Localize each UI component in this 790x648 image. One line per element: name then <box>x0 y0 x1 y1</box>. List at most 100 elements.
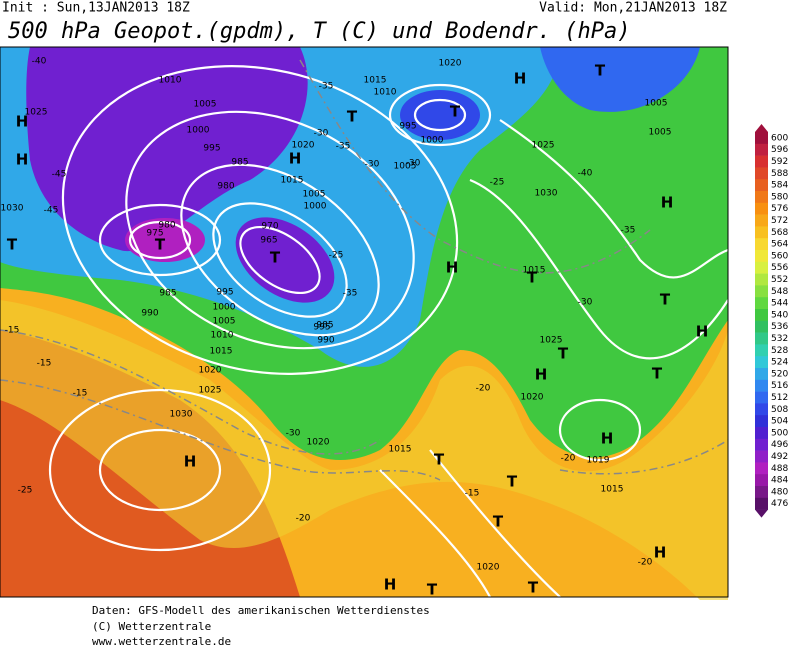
isoline-label: -30 <box>286 429 301 439</box>
isoline-label: -15 <box>465 489 480 499</box>
footer-line: www.wetterzentrale.de <box>92 635 231 648</box>
pressure-center: T <box>434 451 445 469</box>
isoline-label: 1000 <box>213 303 236 313</box>
core <box>400 90 480 140</box>
pressure-center: H <box>661 194 674 212</box>
isoline-label: -20 <box>296 514 311 524</box>
isoline-label: 1020 <box>477 563 500 573</box>
legend-label: 580 <box>771 192 788 202</box>
pressure-center: H <box>184 453 197 471</box>
pressure-center: T <box>527 269 538 287</box>
valid-time: Valid: Mon,21JAN2013 18Z <box>539 1 727 16</box>
isoline-label: 1005 <box>213 317 236 327</box>
isoline-label: 1000 <box>187 126 210 136</box>
isoline-label: -15 <box>5 326 20 336</box>
legend-label: 548 <box>771 287 788 297</box>
legend-swatch <box>755 379 768 392</box>
pressure-center: T <box>558 345 569 363</box>
pressure-center: H <box>514 70 527 88</box>
very-cold-area <box>26 47 308 252</box>
legend-swatch <box>755 415 768 428</box>
legend-label: 560 <box>771 251 788 261</box>
map: 1010100510009959859809759809859909951000… <box>0 46 729 600</box>
isoline-label: 990 <box>317 336 334 346</box>
isoline-label: 1025 <box>540 336 563 346</box>
isoline-label: 1020 <box>521 393 544 403</box>
isoline-label: 995 <box>399 122 416 132</box>
isoline-label: 1015 <box>210 347 233 357</box>
map-frame <box>0 46 729 598</box>
isoline-label: 1020 <box>292 141 315 151</box>
legend-label: 508 <box>771 405 788 415</box>
pressure-center: T <box>493 513 504 531</box>
isoline-label: 1015 <box>281 176 304 186</box>
legend-swatch <box>755 438 768 451</box>
isoline-label: -30 <box>365 160 380 170</box>
footer-line: Daten: GFS-Modell des amerikanischen Wet… <box>92 604 430 617</box>
legend-label: 496 <box>771 440 788 450</box>
legend-label: 540 <box>771 310 788 320</box>
isoline-label: -25 <box>329 251 344 261</box>
legend-label: 476 <box>771 499 788 509</box>
isoline-label: 1025 <box>532 141 555 151</box>
map-title: 500 hPa Geopot.(gpdm), T (C) und Bodendr… <box>8 19 631 44</box>
legend-label: 500 <box>771 428 788 438</box>
legend-swatch <box>755 179 768 192</box>
legend-label: 492 <box>771 452 788 462</box>
isoline-label: -20 <box>476 384 491 394</box>
legend-label: 592 <box>771 157 788 167</box>
isoline-label: 1010 <box>211 331 234 341</box>
legend-swatch <box>755 297 768 310</box>
legend-tip <box>755 509 768 518</box>
isoline-label: -45 <box>52 170 67 180</box>
isoline-label: 1019 <box>587 456 610 466</box>
isoline-label: 1020 <box>307 438 330 448</box>
isoline-label: -15 <box>73 389 88 399</box>
isoline-label: 985 <box>316 321 333 331</box>
isoline-label: 1005 <box>194 100 217 110</box>
legend-swatch <box>755 155 768 168</box>
legend-swatch <box>755 273 768 286</box>
isoline-label: -30 <box>578 298 593 308</box>
isoline-label: -30 <box>314 129 329 139</box>
legend-swatch <box>755 332 768 345</box>
legend-swatch <box>755 238 768 251</box>
legend-label: 504 <box>771 417 788 427</box>
isoline-label: 995 <box>203 144 220 154</box>
pressure-center: T <box>450 103 461 121</box>
isoline-label: 1005 <box>649 128 672 138</box>
pressure-center: H <box>654 544 667 562</box>
legend-swatch <box>755 474 768 487</box>
isoline-label: -30 <box>406 159 421 169</box>
legend-swatch <box>755 143 768 156</box>
isoline-label: 980 <box>217 182 234 192</box>
colder-area-east <box>540 47 700 112</box>
footer-line: (C) Wetterzentrale <box>92 620 211 633</box>
legend-label: 536 <box>771 322 788 332</box>
isoline-label: 1015 <box>389 445 412 455</box>
legend-label: 568 <box>771 228 788 238</box>
legend-swatch <box>755 450 768 463</box>
isoline-label: 995 <box>313 323 330 333</box>
isoline-label: 1005 <box>394 162 417 172</box>
pressure-center: H <box>535 366 548 384</box>
legend-swatch <box>755 356 768 369</box>
legend-label: 588 <box>771 169 788 179</box>
isoline-label: 985 <box>231 158 248 168</box>
pressure-center: T <box>528 579 539 597</box>
isoline-label: 1015 <box>364 76 387 86</box>
isoline-label: 1030 <box>535 189 558 199</box>
isoline-label: 1015 <box>601 485 624 495</box>
isoline-label: -35 <box>336 142 351 152</box>
legend-swatch <box>755 497 768 510</box>
isoline-label: 1005 <box>645 99 668 109</box>
legend-swatch <box>755 403 768 416</box>
pressure-center: H <box>16 151 29 169</box>
pressure-center: T <box>155 236 166 254</box>
isoline-label: 1010 <box>374 88 397 98</box>
legend-swatch <box>755 167 768 180</box>
pressure-center: H <box>16 113 29 131</box>
